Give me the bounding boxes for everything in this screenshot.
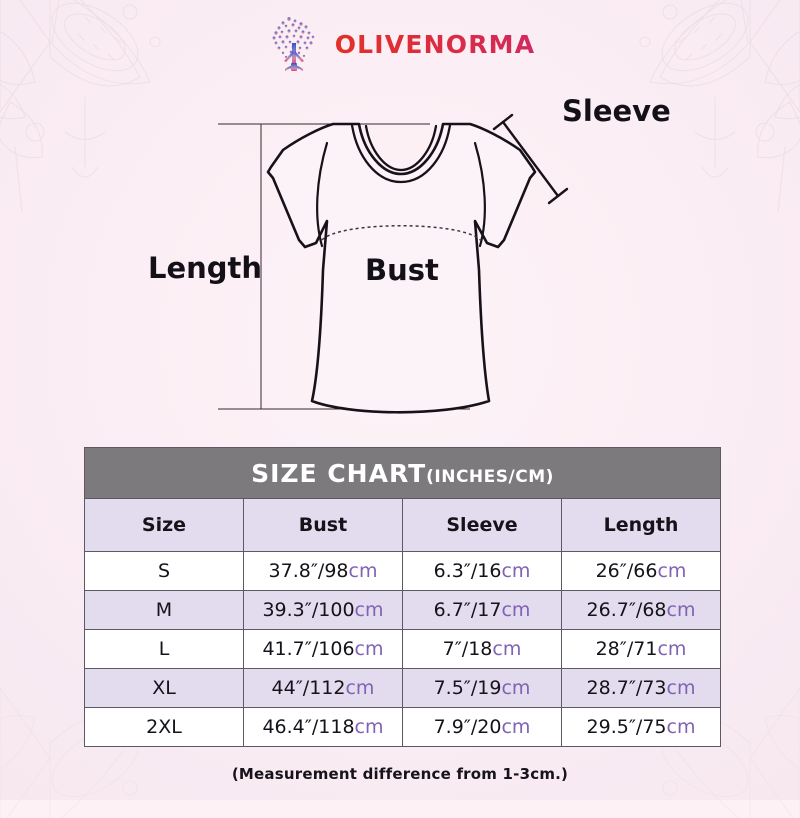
cell-bust: 37.8″/98cm — [243, 551, 403, 591]
brand-name: OLIVENORMA — [334, 29, 536, 59]
table-row: S 37.8″/98cm 6.3″/16cm 26″/66cm — [84, 551, 721, 591]
column-header-size: Size — [84, 498, 244, 552]
cell-size: S — [84, 551, 244, 591]
table-row: XL 44″/112cm 7.5″/19cm 28.7″/73cm — [84, 668, 721, 708]
cell-bust: 41.7″/106cm — [243, 629, 403, 669]
table-title-row: SIZE CHART(INCHES/CM) — [84, 447, 721, 499]
table-header-row: Size Bust Sleeve Length — [84, 498, 721, 552]
cell-bust: 39.3″/100cm — [243, 590, 403, 630]
column-header-length: Length — [561, 498, 721, 552]
neckline-collar — [350, 123, 452, 184]
length-label: Length — [148, 251, 262, 285]
table-row: 2XL 46.4″/118cm 7.9″/20cm 29.5″/75cm — [84, 707, 721, 747]
column-header-bust: Bust — [243, 498, 403, 552]
size-chart-table: SIZE CHART(INCHES/CM) Size Bust Sleeve L… — [84, 447, 721, 747]
cell-bust: 46.4″/118cm — [243, 707, 403, 747]
cell-size: 2XL — [84, 707, 244, 747]
tshirt-outline — [266, 122, 537, 414]
cell-length: 26.7″/68cm — [561, 590, 721, 630]
sleeve-measure-bracket — [492, 113, 569, 205]
cell-sleeve: 7″/18cm — [402, 629, 562, 669]
cell-size: XL — [84, 668, 244, 708]
cell-sleeve: 7.5″/19cm — [402, 668, 562, 708]
cell-length: 26″/66cm — [561, 551, 721, 591]
table-row: L 41.7″/106cm 7″/18cm 28″/71cm — [84, 629, 721, 669]
garment-diagram: Length Bust Sleeve — [0, 88, 800, 433]
cell-sleeve: 7.9″/20cm — [402, 707, 562, 747]
brand-logo: OLIVENORMA — [0, 8, 800, 80]
table-title-main: SIZE CHART — [251, 458, 427, 488]
cell-size: L — [84, 629, 244, 669]
sleeve-seams — [316, 141, 486, 248]
cell-length: 28″/71cm — [561, 629, 721, 669]
tree-icon — [272, 17, 315, 71]
cell-length: 29.5″/75cm — [561, 707, 721, 747]
cell-bust: 44″/112cm — [243, 668, 403, 708]
cell-sleeve: 6.3″/16cm — [402, 551, 562, 591]
cell-length: 28.7″/73cm — [561, 668, 721, 708]
cell-size: M — [84, 590, 244, 630]
sleeve-label: Sleeve — [562, 94, 671, 128]
table-title: SIZE CHART(INCHES/CM) — [84, 447, 721, 499]
column-header-sleeve: Sleeve — [402, 498, 562, 552]
table-title-sub: (INCHES/CM) — [426, 466, 554, 487]
table-body: S 37.8″/98cm 6.3″/16cm 26″/66cm M 39.3″/… — [84, 551, 721, 747]
bust-dashed-line — [321, 225, 481, 241]
table-row: M 39.3″/100cm 6.7″/17cm 26.7″/68cm — [84, 590, 721, 630]
bust-label: Bust — [365, 253, 439, 287]
measurement-note: (Measurement difference from 1-3cm.) — [231, 765, 569, 783]
cell-sleeve: 6.7″/17cm — [402, 590, 562, 630]
